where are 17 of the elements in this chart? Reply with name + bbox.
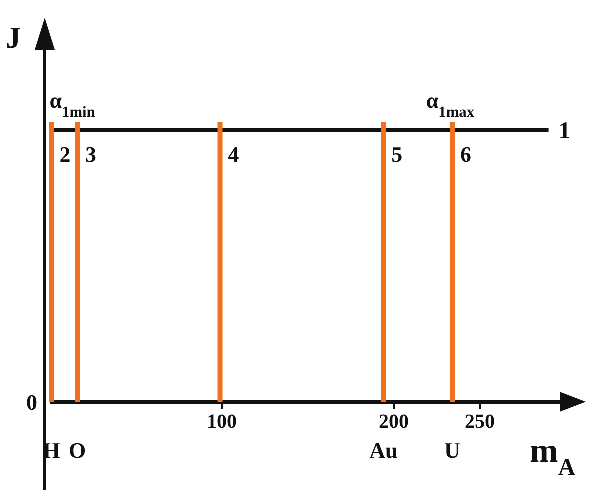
series-label: U: [444, 438, 461, 463]
annotation: 5: [392, 142, 403, 167]
series-label: 1: [558, 118, 571, 144]
annotation: 2: [60, 142, 71, 167]
y-axis-title: J: [6, 22, 21, 55]
text: 0: [26, 390, 38, 415]
series-label: O: [68, 438, 86, 463]
x-tick-label: 250: [465, 411, 495, 433]
annotation: 4: [228, 142, 240, 167]
annotation: 6: [460, 142, 472, 167]
annotation: α$_{1max}$: [426, 88, 475, 120]
x-axis-title: m$_{A}$: [530, 433, 576, 481]
annotation: 3: [86, 142, 97, 167]
x-tick-label: 100: [207, 411, 237, 433]
annotation: α$_{1min}$: [50, 88, 96, 120]
series-label: Au: [370, 438, 398, 463]
x-tick-label: 200: [379, 411, 409, 433]
